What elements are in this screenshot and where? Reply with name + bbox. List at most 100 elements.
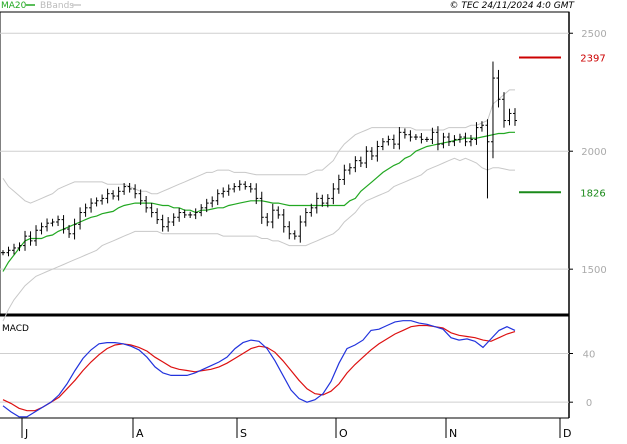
ohlc-bar — [452, 135, 457, 147]
ohlc-bar — [314, 192, 319, 214]
ohlc-bar — [485, 119, 490, 199]
ohlc-bar — [94, 197, 99, 207]
resistance-label: 2397 — [580, 54, 605, 65]
ohlc-bars — [1, 61, 517, 257]
macd-tick-label: 40 — [583, 350, 596, 361]
ohlc-bar — [419, 133, 424, 144]
ohlc-bar — [127, 182, 132, 193]
ohlc-bar — [479, 121, 484, 132]
ma20-layer — [2, 131, 515, 272]
ohlc-bar — [105, 188, 110, 204]
ohlc-bar — [259, 191, 264, 224]
macd-y-ticks: 40 0 — [569, 350, 596, 409]
ohlc-bar — [276, 206, 281, 219]
ohlc-bar — [243, 181, 248, 190]
ohlc-bar — [6, 246, 11, 257]
price-tick-label: 2000 — [581, 147, 606, 158]
ohlc-bar — [193, 208, 198, 220]
ohlc-bar — [100, 194, 105, 205]
ohlc-bar — [28, 231, 33, 246]
x-tick-label: N — [449, 427, 457, 440]
ohlc-bar — [265, 213, 270, 227]
ohlc-bar — [182, 209, 187, 218]
support-label: 1826 — [580, 188, 605, 199]
ohlc-bar — [23, 230, 28, 251]
x-tick-label: O — [339, 427, 348, 440]
ohlc-bar — [369, 147, 374, 161]
ohlc-bar — [155, 208, 160, 224]
ohlc-bar — [122, 183, 127, 195]
signal-line — [2, 324, 516, 412]
ohlc-bar — [397, 127, 402, 150]
x-tick-label: A — [136, 427, 144, 440]
ohlc-bar — [342, 164, 347, 185]
macd-grid — [0, 353, 569, 403]
ohlc-bar — [12, 243, 17, 255]
x-tick-label: J — [24, 427, 28, 440]
ohlc-bar — [254, 183, 259, 205]
ohlc-bar — [17, 242, 22, 252]
ohlc-bar — [149, 203, 154, 218]
ohlc-bar — [248, 182, 253, 193]
ohlc-bar — [292, 230, 297, 240]
ohlc-bar — [45, 218, 50, 232]
ohlc-bar — [204, 198, 209, 213]
header: MA20 BBands © TEC 24/11/2024 4:0 GMT — [1, 1, 575, 11]
ohlc-bar — [408, 130, 413, 142]
ohlc-bar — [380, 138, 385, 151]
ohlc-bar — [188, 211, 193, 219]
ohlc-bar — [490, 61, 495, 159]
ohlc-bar — [463, 132, 468, 147]
ohlc-bar — [413, 134, 418, 141]
ohlc-bar — [331, 183, 336, 205]
ohlc-bar — [309, 203, 314, 217]
ohlc-bar — [144, 196, 149, 213]
macd-lines — [2, 320, 516, 418]
ohlc-bar — [50, 218, 55, 227]
ohlc-bar — [474, 122, 479, 145]
ohlc-bar — [177, 208, 182, 222]
ohlc-bar — [133, 184, 138, 199]
macd-title: MACD — [2, 324, 29, 334]
ohlc-bar — [237, 180, 242, 191]
price-grid — [0, 32, 569, 270]
ohlc-bar — [358, 156, 363, 168]
ohlc-bar — [402, 128, 407, 139]
ohlc-bar — [281, 209, 286, 233]
legend-bbands-label: BBands — [40, 1, 74, 11]
x-tick-label: S — [240, 427, 247, 440]
ohlc-bar — [1, 250, 5, 256]
ohlc-bar — [287, 221, 292, 240]
x-tick-label: D — [563, 427, 571, 440]
ohlc-bar — [72, 218, 77, 240]
ohlc-bar — [430, 127, 435, 145]
ohlc-bar — [336, 174, 341, 194]
ohlc-bar — [270, 203, 275, 229]
ohlc-bar — [199, 204, 204, 217]
bband-lower-line — [2, 157, 515, 322]
ohlc-bar — [232, 183, 237, 193]
ohlc-bar — [56, 215, 61, 227]
ohlc-bar — [298, 215, 303, 243]
ohlc-bar — [375, 140, 380, 162]
ohlc-bar — [39, 222, 44, 235]
ohlc-bar — [160, 214, 165, 232]
ohlc-bar — [468, 134, 473, 147]
ohlc-bar — [457, 133, 462, 143]
panel-frames — [0, 11, 570, 419]
ohlc-bar — [391, 134, 396, 149]
ohlc-bar — [34, 225, 39, 246]
ohlc-bar — [435, 126, 440, 151]
ohlc-bar — [501, 92, 506, 128]
ohlc-bar — [424, 136, 429, 142]
ohlc-bar — [138, 189, 143, 205]
ohlc-bar — [353, 156, 358, 173]
ohlc-bar — [67, 224, 72, 238]
macd-line — [2, 320, 516, 418]
ohlc-bar — [347, 163, 352, 175]
ohlc-bar — [325, 194, 330, 208]
bband-upper-line — [2, 89, 515, 204]
ohlc-bar — [116, 186, 121, 201]
ohlc-bar — [78, 207, 83, 230]
